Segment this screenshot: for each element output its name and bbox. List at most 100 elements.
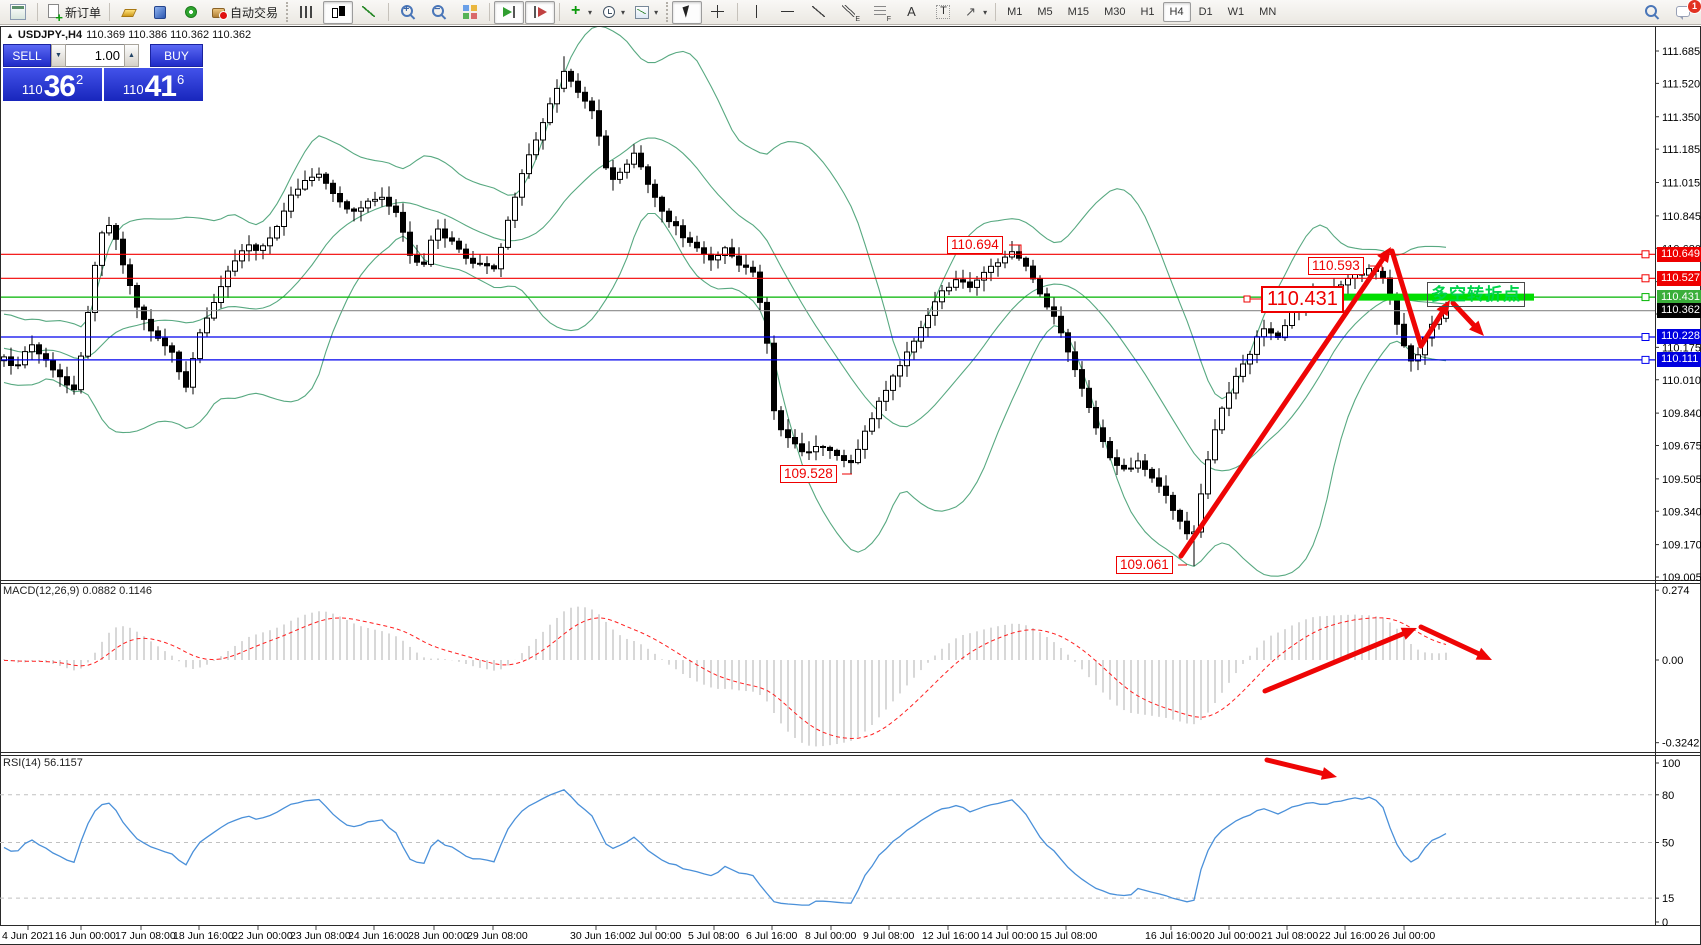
price-callout-label[interactable]: 109.528 bbox=[780, 465, 837, 483]
timeframe-m1-button[interactable]: M1 bbox=[1007, 6, 1023, 18]
svg-text:111.685: 111.685 bbox=[1662, 46, 1700, 58]
horizontal-line-button[interactable] bbox=[773, 1, 803, 24]
svg-text:100: 100 bbox=[1662, 758, 1680, 770]
signal-button[interactable] bbox=[176, 1, 206, 24]
svg-text:110.010: 110.010 bbox=[1662, 375, 1701, 387]
fibonacci-button[interactable] bbox=[866, 1, 896, 24]
rsi-indicator bbox=[0, 789, 1655, 906]
zoom-out-button[interactable]: − bbox=[424, 1, 454, 24]
indicators-button[interactable]: + ▾ bbox=[564, 1, 596, 24]
search-icon bbox=[1644, 4, 1660, 20]
cursor-button[interactable] bbox=[672, 0, 703, 24]
trendline-icon bbox=[811, 4, 827, 20]
price-axis-tag: 110.431 bbox=[1657, 289, 1701, 305]
candlestick-chart-button[interactable] bbox=[323, 0, 354, 24]
chart-shift-icon bbox=[532, 4, 548, 20]
zoom-out-icon: − bbox=[431, 4, 447, 20]
periods-button[interactable]: ▾ bbox=[597, 1, 629, 24]
price-callout-label[interactable]: 109.061 bbox=[1116, 556, 1173, 574]
zoom-in-icon: + bbox=[400, 4, 416, 20]
text-label-button[interactable]: T bbox=[928, 1, 958, 24]
price-axis-tag: 110.228 bbox=[1657, 329, 1701, 345]
candles-layer bbox=[1, 56, 1449, 566]
templates-button[interactable]: ▾ bbox=[630, 1, 662, 24]
timeframe-h4-button[interactable]: H4 bbox=[1162, 2, 1191, 22]
gold-icon bbox=[121, 4, 137, 20]
toolbar-separator bbox=[666, 2, 669, 22]
chevron-down-icon: ▾ bbox=[654, 7, 659, 17]
svg-text:109.840: 109.840 bbox=[1662, 408, 1701, 420]
shapes-button[interactable]: ↗ ▾ bbox=[959, 1, 991, 24]
shapes-icon: ↗ bbox=[965, 4, 976, 19]
svg-text:30 Jun 16:00: 30 Jun 16:00 bbox=[570, 930, 631, 942]
bar-chart-button[interactable] bbox=[292, 1, 322, 24]
notifications-button[interactable]: 1 bbox=[1668, 0, 1701, 24]
timeframe-mn-button[interactable]: MN bbox=[1259, 6, 1277, 18]
volume-increase-button[interactable]: ▲ bbox=[124, 44, 139, 67]
volume-decrease-button[interactable]: ▼ bbox=[51, 44, 66, 67]
chevron-down-icon: ▾ bbox=[588, 7, 593, 17]
timeframe-m15-button[interactable]: M15 bbox=[1067, 6, 1090, 18]
chart-text-annotation[interactable]: 多空转折点 bbox=[1427, 282, 1525, 307]
chevron-down-icon: ▾ bbox=[621, 7, 626, 17]
price-axis-tag: 110.111 bbox=[1657, 352, 1701, 368]
gold-button[interactable] bbox=[114, 1, 144, 24]
svg-text:23 Jun 08:00: 23 Jun 08:00 bbox=[290, 930, 351, 942]
crosshair-button[interactable] bbox=[703, 1, 733, 24]
volume-input[interactable]: 1.00 bbox=[66, 44, 124, 67]
svg-text:22 Jun 00:00: 22 Jun 00:00 bbox=[232, 930, 293, 942]
timeframe-m30-button[interactable]: M30 bbox=[1104, 6, 1126, 18]
equidistant-channel-button[interactable] bbox=[835, 1, 865, 24]
buy-price-point: 6 bbox=[176, 72, 185, 87]
vertical-line-button[interactable] bbox=[742, 1, 772, 24]
svg-text:20 Jul 00:00: 20 Jul 00:00 bbox=[1203, 930, 1260, 942]
svg-text:15: 15 bbox=[1662, 893, 1674, 905]
timeframe-m5-button[interactable]: M5 bbox=[1037, 6, 1053, 18]
price-callout-label[interactable]: 110.593 bbox=[1308, 257, 1364, 275]
buy-price-display[interactable]: 110 41 6 bbox=[104, 68, 203, 102]
sell-button[interactable]: SELL bbox=[3, 44, 51, 67]
sell-price-display[interactable]: 110 36 2 bbox=[3, 68, 102, 102]
line-chart-button[interactable] bbox=[354, 1, 384, 24]
annotation-arrows[interactable] bbox=[842, 244, 1492, 780]
svg-text:9 Jul 08:00: 9 Jul 08:00 bbox=[863, 930, 915, 942]
chart-shift-button[interactable] bbox=[525, 0, 556, 24]
symbol-bar: ▲ USDJPY-,H4 110.369 110.386 110.362 110… bbox=[6, 29, 251, 41]
zoom-in-button[interactable]: + bbox=[393, 1, 423, 24]
price-axis[interactable]: 111.685 111.520 111.350 111.185 111.015 110.8… bbox=[1655, 46, 1701, 929]
toolbar-separator bbox=[737, 3, 739, 21]
svg-text:22 Jul 16:00: 22 Jul 16:00 bbox=[1319, 930, 1376, 942]
text-label-icon: T bbox=[935, 4, 951, 20]
thick-green-support-bar[interactable] bbox=[1342, 293, 1534, 301]
svg-text:-0.3242: -0.3242 bbox=[1662, 738, 1699, 750]
horizontal-levels[interactable] bbox=[0, 250, 1655, 364]
toolbar-separator bbox=[286, 2, 289, 22]
svg-text:26 Jul 00:00: 26 Jul 00:00 bbox=[1378, 930, 1435, 942]
price-callout-label[interactable]: 110.694 bbox=[947, 236, 1003, 254]
svg-text:12 Jul 16:00: 12 Jul 16:00 bbox=[922, 930, 979, 942]
new-order-label: 新订单 bbox=[65, 5, 102, 20]
toolbar-separator bbox=[109, 3, 111, 21]
timeframe-w1-button[interactable]: W1 bbox=[1227, 6, 1245, 18]
new-order-button[interactable]: 新订单 bbox=[42, 1, 105, 24]
price-callout-label[interactable]: 110.431 bbox=[1261, 286, 1344, 313]
chart-window-button[interactable] bbox=[3, 1, 33, 24]
timeframe-d1-button[interactable]: D1 bbox=[1198, 6, 1213, 18]
trendline-button[interactable] bbox=[804, 1, 834, 24]
text-button[interactable]: A bbox=[897, 1, 927, 24]
search-button[interactable] bbox=[1637, 1, 1667, 24]
collapse-quote-panel-icon[interactable]: ▲ bbox=[6, 30, 14, 40]
market-button[interactable] bbox=[145, 1, 175, 24]
periods-icon bbox=[601, 4, 617, 20]
tile-windows-button[interactable] bbox=[455, 1, 485, 24]
buy-button[interactable]: BUY bbox=[150, 44, 203, 67]
fibonacci-icon bbox=[873, 4, 891, 23]
svg-text:0.00: 0.00 bbox=[1662, 655, 1683, 667]
autotrading-button[interactable]: 自动交易 bbox=[207, 1, 282, 24]
price-axis-tag: 110.649 bbox=[1657, 246, 1701, 262]
timeframe-h1-button[interactable]: H1 bbox=[1140, 6, 1155, 18]
candlestick-chart-icon bbox=[330, 4, 346, 20]
auto-scroll-button[interactable] bbox=[494, 0, 525, 24]
